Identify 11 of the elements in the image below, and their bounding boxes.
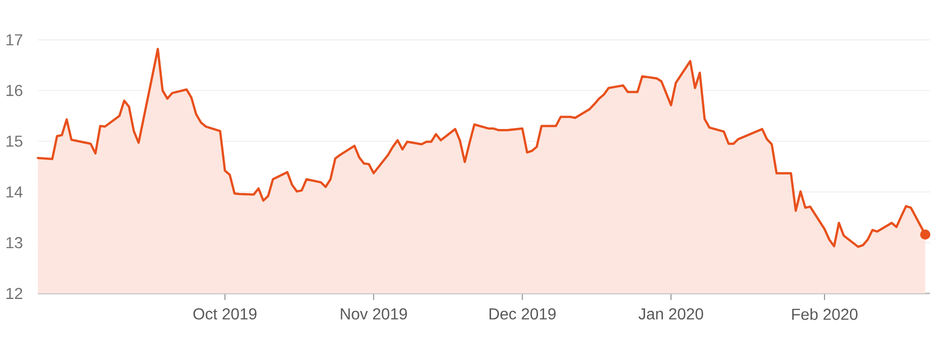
x-tick-label: Dec 2019	[490, 308, 556, 320]
y-tick-label: 15	[6, 136, 22, 147]
x-tick-label: Nov 2019	[340, 308, 407, 320]
y-tick-label: 13	[6, 236, 22, 248]
y-tick-label: 14	[6, 186, 23, 198]
y-tick-label: 16	[6, 84, 22, 96]
x-tick-label: Jan 2020	[638, 308, 704, 320]
y-tick-label: 17	[6, 34, 22, 46]
y-tick-label: 12	[6, 288, 22, 299]
x-tick-label: Oct 2019	[193, 308, 256, 320]
x-tick-label: Feb 2020	[792, 308, 858, 320]
